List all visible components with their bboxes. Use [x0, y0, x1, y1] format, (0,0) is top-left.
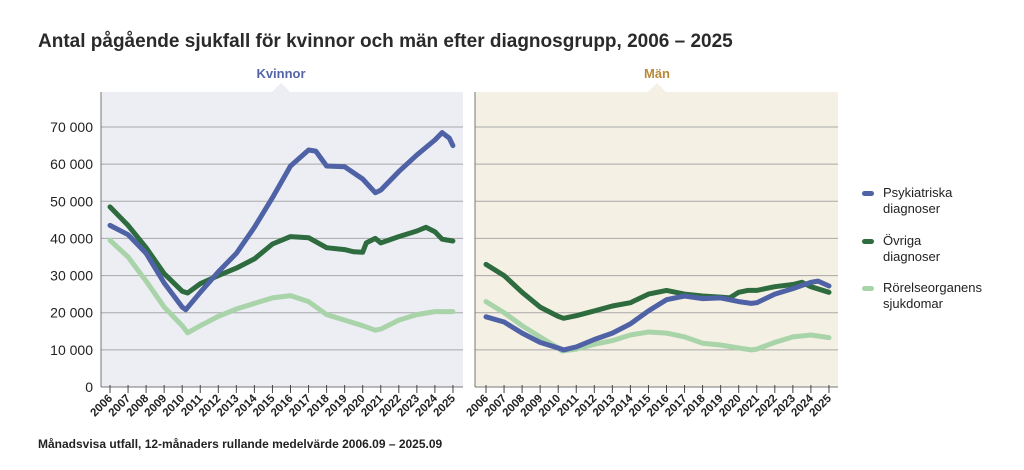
- y-tick-label: 20 000: [50, 305, 93, 321]
- series-line-rorelse: [107, 237, 456, 336]
- panel-man: Män2006200720082009201020112012201320142…: [465, 66, 838, 419]
- series-line-rorelse: [483, 299, 832, 354]
- series-line-ovriga: [483, 261, 832, 321]
- legend-label: Rörelseorganens: [883, 280, 983, 295]
- panel-background: [475, 83, 838, 387]
- series-line-psyk: [107, 130, 456, 313]
- panel-label: Kvinnor: [256, 66, 305, 81]
- legend-label: sjukdomar: [883, 296, 943, 311]
- y-tick-label: 30 000: [50, 268, 93, 284]
- y-tick-label: 60 000: [50, 156, 93, 172]
- chart-title: Antal pågående sjukfall för kvinnor och …: [38, 31, 733, 52]
- panel-background: [101, 83, 463, 387]
- legend-swatch-rorelse: [862, 286, 874, 291]
- legend-swatch-ovriga: [862, 239, 874, 244]
- panel-kvinnor: Kvinnor 0 10 000 20 000 30 000 40 000 50 000 60…: [50, 66, 463, 419]
- x-tick-label: 2025: [431, 392, 458, 419]
- y-tick-label: 0: [85, 379, 93, 395]
- legend-label: Övriga: [883, 233, 922, 248]
- series-line-ovriga: [107, 204, 456, 296]
- legend-label: Psykiatriska: [883, 185, 953, 200]
- legend-swatch-psyk: [862, 191, 874, 196]
- legend-label: diagnoser: [883, 201, 941, 216]
- series-line-psyk: [483, 278, 832, 353]
- panel-label: Män: [644, 66, 670, 81]
- legend-label: diagnoser: [883, 249, 941, 264]
- y-tick-label: 40 000: [50, 230, 93, 246]
- footnote: Månadsvisa utfall, 12-månaders rullande …: [38, 437, 443, 451]
- y-tick-label: 10 000: [50, 342, 93, 358]
- x-tick-label: 2025: [807, 392, 834, 419]
- y-tick-label: 70 000: [50, 119, 93, 135]
- y-tick-label: 50 000: [50, 193, 93, 209]
